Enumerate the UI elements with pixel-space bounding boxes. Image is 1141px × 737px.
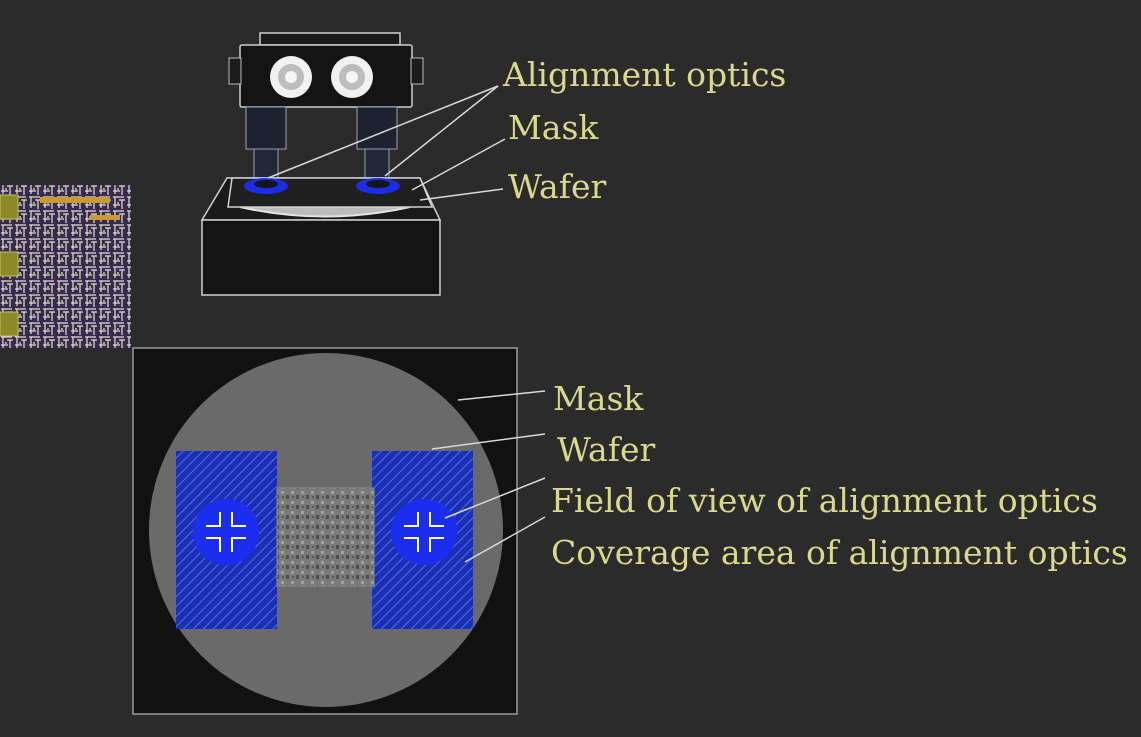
label-field-of-view: Field of view of alignment optics [551,481,1098,520]
label-coverage-area: Coverage area of alignment optics [551,533,1128,572]
label-wafer-bottom: Wafer [557,430,655,469]
field-of-view-left [193,499,259,565]
circuit-layout-image [0,185,131,348]
label-mask-bottom: Mask [553,379,644,418]
top-view-diagram [132,347,518,715]
chip-die [276,487,375,587]
label-alignment-optics: Alignment optics [502,55,786,94]
bottom-leader-lines [431,390,546,563]
field-of-view-right [391,499,457,565]
label-mask-top: Mask [508,108,599,147]
top-leader-lines [267,85,506,201]
aligner-apparatus [200,32,442,296]
label-wafer-top: Wafer [508,167,606,206]
